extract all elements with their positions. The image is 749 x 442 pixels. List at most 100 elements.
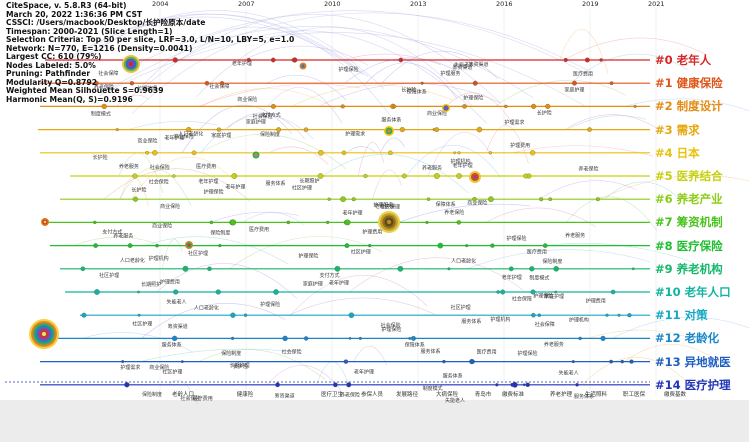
cluster-label: #12 老龄化 [655,331,720,346]
link-arc [380,137,405,153]
node-label: 失能老人 [454,61,474,68]
link-arc [381,50,499,84]
node-label: 服务体系 [420,348,440,355]
node-label: 社区护理 [380,204,400,211]
node-label: 护理机构 [569,316,589,323]
node-label: 制度模式 [529,274,549,281]
year-label: 2007 [238,0,255,8]
keyword-node [523,173,529,179]
keyword-node [529,150,536,156]
keyword-node [273,289,279,295]
link-arc [446,92,515,126]
link-arc [60,10,385,89]
node-label: 护理保险 [298,253,318,260]
link-arc [624,98,749,112]
keyword-node [276,127,282,133]
node-label: 养老保险 [340,391,360,398]
node-label: 社区护理 [351,249,371,256]
link-arc [243,45,369,66]
node-label: 家庭护理 [211,132,231,139]
keyword-node [186,126,192,133]
node-label: 人口老龄化 [194,305,219,312]
node-label: 失能老人 [167,299,187,306]
node-label: 养老保险 [94,83,114,90]
keyword-node [462,104,467,109]
node-label: 护理需求 [120,364,140,371]
keyword-node [270,57,276,63]
bottom-keyword-label: 青岛市 [475,390,492,398]
hub-node-ring [43,220,47,224]
keyword-node [291,58,295,62]
keyword-node [578,336,582,341]
link-arc [128,120,218,130]
keyword-node [605,313,609,317]
node-label: 服务体系 [381,116,401,123]
info-line: Pruning: Pathfinder [6,69,91,78]
cluster-label: #14 医疗护理 [655,377,731,392]
node-label: 服务体系 [265,180,285,187]
keyword-node [425,220,429,224]
keyword-node [456,220,462,225]
info-line: Largest CC: 610 (79%) [6,52,102,61]
keyword-node [629,359,634,364]
info-line: Nodes Labeled: 5.0% [6,60,96,70]
node-label: 社会保险 [149,178,169,185]
node-label: 长护险 [401,86,416,93]
link-arc [269,146,329,165]
node-label: 医疗费用 [193,395,213,402]
node-label: 保险制度 [142,391,162,398]
node-label: 护理机构 [149,255,169,262]
info-line: Timespan: 2000-2021 (Slice Length=1) [6,26,173,36]
node-label: 护理保险 [204,188,224,195]
keyword-node [275,382,280,388]
info-line: March 20, 2022 1:36:36 PM CST [6,9,143,19]
node-label: 筹资渠道 [452,64,472,71]
keyword-node [537,313,542,317]
node-label: 护理需求 [345,131,365,138]
node-label: 长护险 [131,187,146,194]
link-arc [494,80,627,107]
hub-node-ring [129,62,133,66]
node-label: 人口老龄化 [451,258,476,265]
node-label: 支付方式 [319,272,339,279]
info-line: Selection Criteria: Top 50 per slice, LR… [6,35,295,44]
node-label: 家庭护理 [246,118,266,125]
keyword-node [542,243,548,248]
bottom-keyword-label: 参保人员 [361,390,384,398]
link-arc [565,196,658,231]
info-line: Harmonic Mean(Q, S)=0.9196 [6,94,133,104]
keyword-node [152,150,158,156]
node-label: 养老服务 [544,341,564,348]
node-label: 筹资渠道 [168,323,188,330]
node-label: 商业保险 [152,223,172,230]
link-arc [242,212,305,226]
node-label: 护理服务 [440,70,460,77]
keyword-node [145,150,149,155]
link-arc [365,62,458,100]
link-arc [372,169,402,200]
node-label: 社会保险 [282,349,302,356]
year-label: 2010 [324,0,341,8]
keyword-node [490,243,495,248]
link-arc [69,13,369,77]
cluster-label: #6 养老产业 [655,192,723,207]
node-label: 社会保险 [381,322,401,329]
link-arc [131,30,488,124]
keyword-node [346,382,352,388]
node-label: 护理保险 [381,326,401,333]
year-label: 2019 [582,0,599,8]
node-label: 护理机构 [490,316,510,323]
node-label: 家庭护理 [564,86,584,93]
node-label: 筹资渠道 [469,61,489,68]
link-arc [624,344,723,366]
hub-node-ring [473,175,477,179]
keyword-node [230,219,237,226]
keyword-node [488,151,492,155]
cluster-label: #13 异地就医 [655,354,731,369]
link-arc [81,332,194,353]
keyword-node [447,267,451,271]
keyword-node [388,150,393,155]
keyword-node [401,173,407,179]
node-label: 制度模式 [91,111,111,118]
keyword-node [420,81,424,85]
